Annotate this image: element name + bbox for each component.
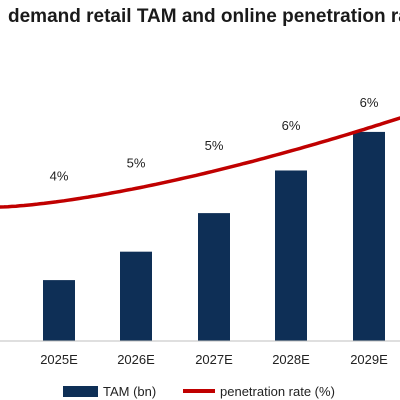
legend-tam-label: TAM (bn) [103,384,156,399]
penetration-label-2025E: 4% [50,168,69,183]
chart-title: demand retail TAM and online penetration… [8,6,400,27]
x-tick-2027E: 2027E [195,352,233,367]
x-tick-labels-layer: 2025E 2026E 2027E 2028E 2029E [40,352,388,367]
bars-layer [43,131,385,341]
x-tick-2025E: 2025E [40,352,78,367]
x-tick-2026E: 2026E [117,352,155,367]
penetration-label-2027E: 5% [205,138,224,153]
penetration-label-2028E: 6% [282,118,301,133]
bar-2025E [43,280,75,341]
bar-2029E [353,131,385,341]
penetration-label-2026E: 5% [127,155,146,170]
bar-2027E [198,213,230,341]
penetration-labels-layer: 4% 5% 5% 6% 6% [50,95,379,184]
legend-penetration-label: penetration rate (%) [220,384,335,399]
legend-tam-swatch [63,386,98,397]
x-tick-2029E: 2029E [350,352,388,367]
bar-2026E [120,251,152,341]
penetration-rate-line [0,116,400,209]
bar-2028E [275,170,307,341]
penetration-label-2029E: 6% [360,95,379,110]
legend: TAM (bn) penetration rate (%) [63,384,335,399]
x-tick-2028E: 2028E [272,352,310,367]
